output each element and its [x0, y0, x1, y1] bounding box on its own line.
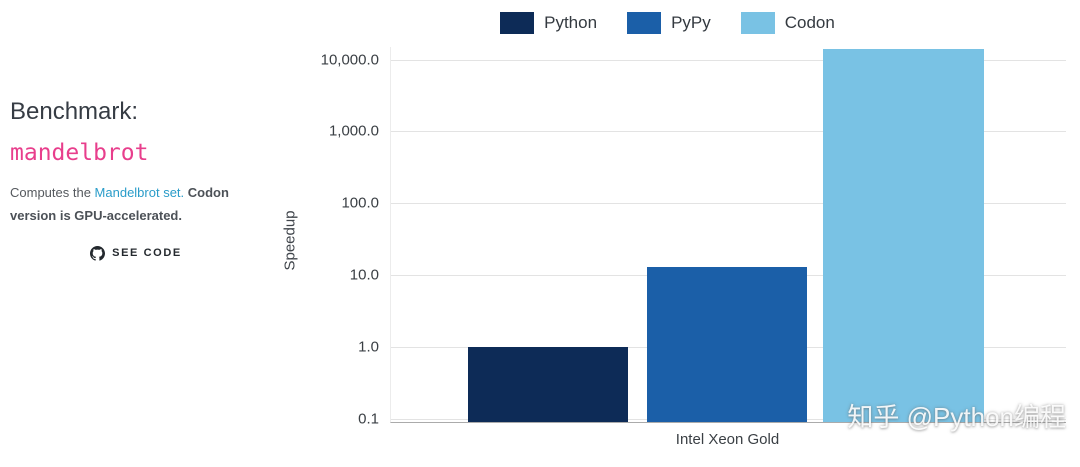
benchmark-description: Computes the Mandelbrot set. Codon versi… — [10, 182, 262, 228]
benchmark-name: mandelbrot — [10, 140, 149, 166]
description-text: Computes the — [10, 185, 95, 200]
gridline — [391, 59, 1066, 61]
y-tick-label: 10.0 — [349, 266, 379, 284]
mandelbrot-set-link[interactable]: Mandelbrot set. — [94, 185, 185, 200]
legend-swatch-pypy — [627, 12, 662, 34]
bar-codon — [823, 49, 984, 422]
legend-item-python: Python — [500, 12, 597, 34]
legend-swatch-codon — [740, 12, 775, 34]
y-tick-label: 100.0 — [341, 194, 379, 212]
bar-pypy — [647, 266, 807, 422]
y-tick-labels: 10,000.0 1,000.0 100.0 10.0 1.0 0.1 — [300, 47, 385, 427]
plot-area — [390, 47, 1066, 423]
chart-legend: Python PyPy Codon — [330, 12, 1005, 34]
x-axis-category-label: Intel Xeon Gold — [675, 431, 780, 448]
see-code-label: SEE CODE — [112, 247, 182, 259]
legend-item-pypy: PyPy — [627, 12, 711, 34]
gridline — [391, 131, 1066, 133]
y-axis-label: Speedup — [281, 210, 299, 271]
y-tick-label: 1,000.0 — [328, 122, 379, 140]
legend-item-codon: Codon — [740, 12, 835, 34]
legend-label-codon: Codon — [784, 13, 835, 32]
github-icon — [90, 245, 106, 261]
bar-python — [468, 346, 628, 422]
benchmark-heading: Benchmark: — [10, 98, 139, 125]
y-tick-label: 1.0 — [358, 338, 379, 356]
zhihu-watermark: 知乎 @Python编程 — [847, 402, 1066, 432]
see-code-button[interactable]: SEE CODE — [90, 245, 182, 261]
gridline — [391, 203, 1066, 205]
see-code-row: SEE CODE — [10, 245, 262, 266]
legend-label-python: Python — [544, 13, 598, 32]
legend-swatch-python — [500, 12, 535, 34]
y-tick-label: 10,000.0 — [320, 51, 379, 69]
description-bold-text: Codon version is GPU-accelerated. — [10, 185, 229, 223]
legend-label-pypy: PyPy — [671, 13, 711, 32]
y-tick-label: 0.1 — [358, 410, 379, 428]
benchmark-info-panel: Benchmark: mandelbrot Computes the Mande… — [10, 98, 262, 266]
